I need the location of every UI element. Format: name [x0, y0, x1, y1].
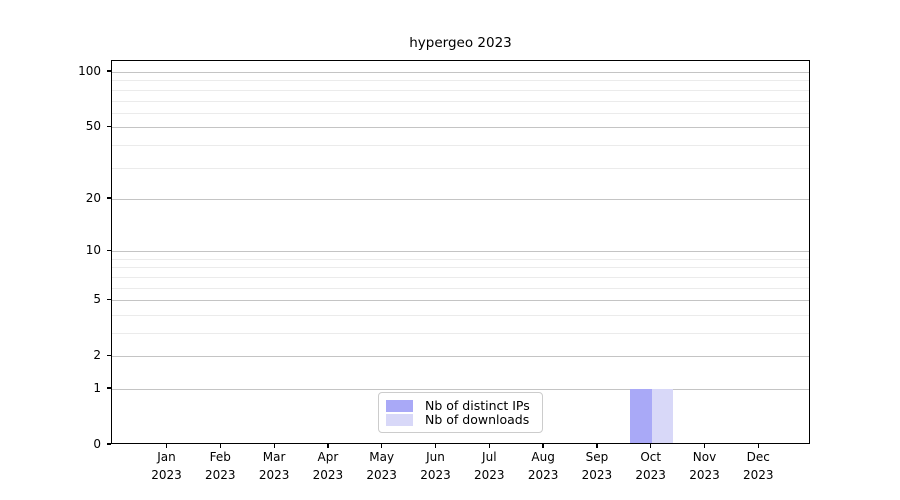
x-tick-label-line: Feb	[209, 450, 231, 464]
minor-gridline-y3	[112, 333, 809, 334]
minor-gridline-y90	[112, 80, 809, 82]
x-tick-nov-2023	[703, 444, 706, 448]
x-tick-apr-2023	[327, 444, 329, 448]
x-tick-label-aug-2023: Aug 2023	[511, 449, 575, 484]
x-tick-label-line: 2023	[635, 467, 666, 482]
minor-gridline-y40	[112, 144, 809, 146]
x-tick-label-line: 2023	[581, 467, 613, 482]
x-tick-jul-2023	[488, 444, 490, 448]
x-tick-label-line: May	[369, 450, 395, 464]
legend-item-downloads: Nb of downloads	[386, 413, 534, 426]
x-tick-label-dec-2023: Dec 2023	[726, 449, 790, 484]
minor-gridline-y7	[112, 276, 809, 278]
plot-area	[111, 60, 810, 444]
y-tick-label-100: 100	[78, 64, 101, 78]
x-tick-label-line: 2023	[689, 467, 720, 482]
x-tick-may-2023	[381, 444, 383, 448]
x-tick-label-line: 2023	[743, 467, 774, 482]
major-gridline-y10	[112, 251, 809, 253]
x-tick-label-line: Mar	[262, 450, 286, 464]
x-tick-label-line: Jul	[482, 450, 497, 464]
x-tick-label-line: Nov	[692, 450, 717, 464]
legend-label-distinct-ips: Nb of distinct IPs	[425, 398, 530, 413]
x-tick-jan-2023	[165, 444, 168, 448]
major-gridline-y1	[112, 389, 809, 390]
x-tick-label-line: Jun	[426, 450, 445, 464]
x-tick-aug-2023	[542, 444, 544, 448]
legend-swatch-downloads	[386, 413, 413, 426]
y-tick-2	[107, 354, 111, 356]
x-tick-label-line: 2023	[312, 467, 344, 482]
y-tick-label-5: 5	[93, 292, 101, 307]
x-tick-label-line: 2023	[258, 467, 290, 482]
x-tick-label-line: Jan	[157, 450, 176, 464]
y-tick-20	[107, 197, 111, 199]
x-tick-label-apr-2023: Apr 2023	[296, 449, 360, 484]
major-gridline-y2	[112, 356, 809, 358]
minor-gridline-y4	[112, 314, 809, 316]
y-tick-10	[107, 249, 111, 251]
x-tick-dec-2023	[757, 444, 759, 448]
y-tick-0	[107, 443, 111, 445]
y-tick-label-0: 0	[93, 437, 101, 451]
minor-gridline-y60	[112, 112, 809, 114]
y-tick-label-2: 2	[93, 348, 101, 363]
x-tick-label-jan-2023: Jan 2023	[135, 449, 199, 484]
x-tick-label-line: 2023	[527, 467, 559, 482]
minor-gridline-y6	[112, 287, 809, 289]
minor-gridline-y70	[112, 100, 809, 102]
x-tick-label-jul-2023: Jul 2023	[457, 449, 521, 484]
minor-gridline-y9	[112, 258, 809, 260]
y-tick-label-20: 20	[85, 190, 101, 205]
x-tick-label-line: Aug	[531, 450, 555, 464]
x-tick-label-line: Apr	[317, 450, 339, 464]
legend-swatch-distinct-ips	[386, 399, 413, 412]
x-tick-label-line: 2023	[151, 467, 182, 482]
y-tick-label-1: 1	[93, 381, 101, 395]
chart-title: hypergeo 2023	[409, 35, 512, 51]
x-tick-label-may-2023: May 2023	[350, 449, 414, 484]
x-tick-label-sep-2023: Sep 2023	[565, 449, 629, 484]
bar-downloads-oct-2023	[651, 389, 674, 443]
x-tick-label-line: 2023	[205, 467, 236, 482]
major-gridline-y50	[112, 127, 809, 129]
x-tick-label-feb-2023: Feb 2023	[188, 449, 252, 484]
major-gridline-y100	[112, 72, 809, 73]
x-tick-label-line: Oct	[640, 450, 662, 464]
x-tick-label-line: Dec	[746, 450, 770, 464]
x-tick-sep-2023	[596, 444, 598, 448]
y-tick-1	[107, 387, 111, 389]
minor-gridline-y80	[112, 89, 809, 91]
x-tick-label-line: Sep	[585, 450, 609, 464]
x-tick-label-line: 2023	[474, 467, 505, 482]
y-tick-label-10: 10	[85, 243, 101, 258]
x-tick-feb-2023	[219, 444, 221, 448]
y-tick-100	[107, 70, 111, 72]
y-tick-label-50: 50	[85, 119, 101, 134]
minor-gridline-y8	[112, 267, 809, 269]
minor-gridline-y30	[112, 167, 809, 169]
y-tick-50	[107, 125, 111, 127]
x-tick-label-jun-2023: Jun 2023	[404, 449, 468, 484]
x-tick-label-nov-2023: Nov 2023	[673, 449, 737, 484]
legend: Nb of distinct IPs Nb of downloads	[378, 392, 543, 433]
x-tick-mar-2023	[273, 444, 275, 448]
legend-item-distinct-ips: Nb of distinct IPs	[386, 399, 534, 412]
bar-distinct-ips-oct-2023	[630, 389, 652, 443]
x-tick-jun-2023	[434, 444, 437, 448]
x-tick-label-oct-2023: Oct 2023	[619, 449, 683, 484]
x-tick-label-line: 2023	[366, 467, 397, 482]
x-tick-oct-2023	[650, 444, 652, 448]
x-tick-label-line: 2023	[420, 467, 451, 482]
legend-label-downloads: Nb of downloads	[425, 412, 530, 427]
major-gridline-y20	[112, 198, 809, 200]
y-tick-5	[107, 298, 111, 300]
x-tick-label-mar-2023: Mar 2023	[242, 449, 306, 484]
major-gridline-y5	[112, 300, 809, 302]
